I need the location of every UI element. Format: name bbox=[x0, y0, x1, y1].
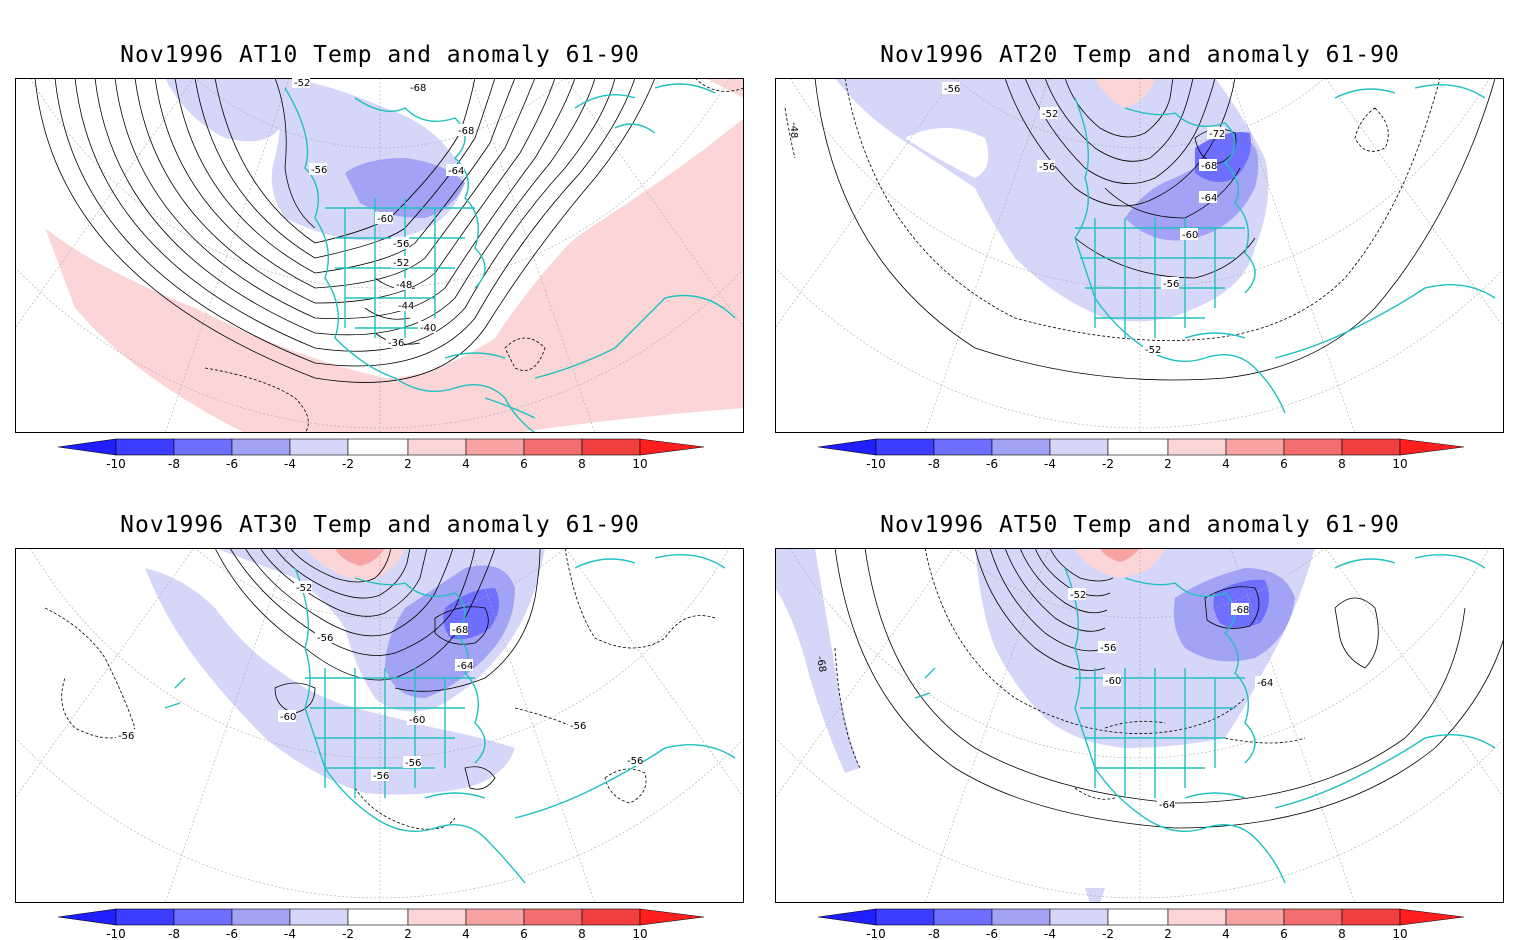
colorbar-tick: -4 bbox=[284, 927, 296, 940]
contour-label: -44 bbox=[398, 301, 414, 312]
contour-label: -56 bbox=[405, 758, 421, 769]
colorbar: -10 -8 -6 -4 -2 2 4 6 8 10 bbox=[818, 438, 1464, 471]
colorbar-tick: -6 bbox=[226, 927, 238, 940]
colorbar-tick: 2 bbox=[1164, 927, 1172, 940]
contour-label: -56 bbox=[317, 633, 333, 644]
colorbar-tick: -4 bbox=[1044, 457, 1056, 471]
contour-label: -60 bbox=[409, 715, 425, 726]
panel-at50: Nov1996 AT50 Temp and anomaly 61-90 bbox=[760, 470, 1520, 940]
panel-at30: Nov1996 AT30 Temp and anomaly 61-90 bbox=[0, 470, 760, 940]
contour-label: -68 bbox=[814, 655, 828, 673]
colorbar-tick: 6 bbox=[520, 927, 528, 940]
contour-label: -64 bbox=[1257, 678, 1273, 689]
contour-label: -52 bbox=[294, 78, 310, 89]
contour-label: -68 bbox=[1201, 161, 1217, 172]
colorbar-tick: 2 bbox=[1164, 457, 1172, 471]
panel-at20: Nov1996 AT20 Temp and anomaly 61-90 bbox=[760, 0, 1520, 471]
colorbar-tick: -2 bbox=[1102, 457, 1114, 471]
contour-label: -60 bbox=[377, 214, 393, 225]
colorbar: -10 -8 -6 -4 -2 2 4 6 8 10 bbox=[58, 908, 704, 940]
contour-label: -56 bbox=[393, 239, 409, 250]
contour-label: -52 bbox=[1070, 590, 1086, 601]
colorbar-tick: 4 bbox=[462, 457, 470, 471]
colorbar-tick: 10 bbox=[632, 927, 647, 940]
contour-label: -56 bbox=[373, 771, 389, 782]
contour-label: -56 bbox=[627, 756, 643, 767]
colorbar-tick: -10 bbox=[866, 927, 886, 940]
colorbar-tick: -8 bbox=[928, 927, 940, 940]
colorbar: -10 -8 -6 -4 -2 2 4 6 8 10 bbox=[818, 908, 1464, 940]
contour-label: -36 bbox=[388, 338, 404, 349]
map-at10: -68 -68 -64 -60 -56 -52 -48 -44 -40 -36 … bbox=[15, 78, 744, 433]
contour-label: -40 bbox=[420, 323, 436, 334]
contour-label: -52 bbox=[393, 258, 409, 269]
colorbar-tick: 10 bbox=[632, 457, 647, 471]
colorbar-tick: 4 bbox=[1222, 927, 1230, 940]
colorbar-tick: 4 bbox=[1222, 457, 1230, 471]
colorbar-tick: 10 bbox=[1392, 457, 1407, 471]
colorbar-tick: -2 bbox=[342, 927, 354, 940]
contour-label: -48 bbox=[396, 280, 412, 291]
colorbar-tick: 2 bbox=[404, 927, 412, 940]
contour-label: -60 bbox=[280, 712, 296, 723]
colorbar-arrow-left bbox=[58, 438, 117, 456]
contour-label: -56 bbox=[1039, 162, 1055, 173]
contour-label: -56 bbox=[118, 731, 134, 742]
map-at30: -52 -56 -68 -64 -60 -60 -56 -56 -56 -56 … bbox=[15, 548, 744, 903]
contour-label: -64 bbox=[1201, 193, 1217, 204]
colorbar-tick: -6 bbox=[226, 457, 238, 471]
colorbar-tick: -4 bbox=[284, 457, 296, 471]
map-at20: -56 -52 -56 -72 -68 -64 -60 -56 -52 -48 bbox=[775, 78, 1504, 433]
colorbar-tick: -10 bbox=[106, 457, 126, 471]
colorbar-tick: 8 bbox=[1338, 457, 1346, 471]
colorbar-tick: -6 bbox=[986, 927, 998, 940]
contour-label: -68 bbox=[410, 83, 426, 94]
colorbar-tick: 4 bbox=[462, 927, 470, 940]
contour-label: -64 bbox=[1159, 800, 1175, 811]
colorbar-tick: -2 bbox=[342, 457, 354, 471]
contour-label: -56 bbox=[1163, 279, 1179, 290]
colorbar-tick: -2 bbox=[1102, 927, 1114, 940]
panel-title: Nov1996 AT10 Temp and anomaly 61-90 bbox=[120, 42, 640, 68]
colorbar-tick: -10 bbox=[866, 457, 886, 471]
contour-label: -60 bbox=[1182, 230, 1198, 241]
panel-title: Nov1996 AT30 Temp and anomaly 61-90 bbox=[120, 512, 640, 538]
panel-at10: Nov1996 AT10 Temp and anomaly 61-90 bbox=[0, 0, 760, 471]
colorbar-tick: 10 bbox=[1392, 927, 1407, 940]
contour-label: -52 bbox=[1145, 345, 1161, 356]
colorbar-arrow-right bbox=[639, 438, 704, 456]
colorbar-tick: -8 bbox=[928, 457, 940, 471]
contour-label: -56 bbox=[311, 165, 327, 176]
colorbar-tick: 6 bbox=[1280, 457, 1288, 471]
colorbar-tick: 8 bbox=[1338, 927, 1346, 940]
contour-label: -68 bbox=[452, 625, 468, 636]
contour-label: -68 bbox=[458, 126, 474, 137]
contour-label: -72 bbox=[1209, 129, 1225, 140]
colorbar-tick: 6 bbox=[1280, 927, 1288, 940]
contour-label: -56 bbox=[1100, 643, 1116, 654]
map-at50: -52 -68 -56 -60 -64 -64 -68 bbox=[775, 548, 1504, 903]
contour-label: -48 bbox=[788, 122, 799, 138]
contour-label: -52 bbox=[296, 583, 312, 594]
contour-label: -56 bbox=[570, 721, 586, 732]
colorbar-tick: 6 bbox=[520, 457, 528, 471]
colorbar-tick: 2 bbox=[404, 457, 412, 471]
contour-label: -68 bbox=[1233, 605, 1249, 616]
contour-label: -64 bbox=[457, 661, 473, 672]
contour-label: -60 bbox=[1105, 676, 1121, 687]
panel-title: Nov1996 AT50 Temp and anomaly 61-90 bbox=[880, 512, 1400, 538]
contour-label: -52 bbox=[1042, 109, 1058, 120]
contour-label: -56 bbox=[944, 84, 960, 95]
colorbar-tick: -8 bbox=[168, 927, 180, 940]
panel-title: Nov1996 AT20 Temp and anomaly 61-90 bbox=[880, 42, 1400, 68]
colorbar-tick: -8 bbox=[168, 457, 180, 471]
colorbar-tick: -4 bbox=[1044, 927, 1056, 940]
colorbar-tick: 8 bbox=[578, 457, 586, 471]
colorbar-tick: 8 bbox=[578, 927, 586, 940]
colorbar-tick: -6 bbox=[986, 457, 998, 471]
contour-label: -64 bbox=[448, 166, 464, 177]
colorbar: -10 -8 -6 -4 -2 2 4 6 8 10 bbox=[58, 438, 704, 471]
colorbar-tick: -10 bbox=[106, 927, 126, 940]
